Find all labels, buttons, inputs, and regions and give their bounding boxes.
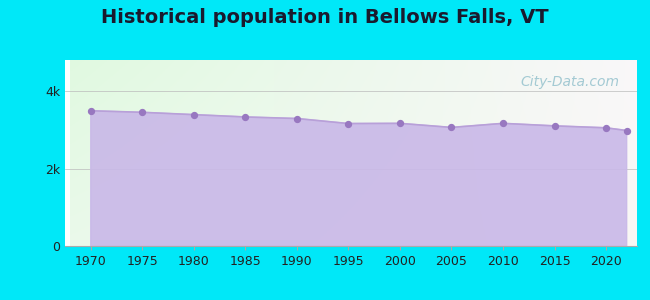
Point bbox=[240, 115, 250, 119]
Point bbox=[621, 128, 632, 133]
Point bbox=[447, 125, 457, 130]
Point bbox=[601, 125, 611, 130]
Point bbox=[395, 121, 405, 126]
Point bbox=[549, 124, 560, 128]
Point bbox=[137, 110, 148, 115]
Point bbox=[292, 116, 302, 121]
Polygon shape bbox=[91, 111, 627, 246]
Point bbox=[188, 112, 199, 117]
Point bbox=[498, 121, 508, 126]
Point bbox=[86, 108, 96, 113]
Text: City-Data.com: City-Data.com bbox=[521, 75, 620, 89]
Text: Historical population in Bellows Falls, VT: Historical population in Bellows Falls, … bbox=[101, 8, 549, 27]
Point bbox=[343, 121, 354, 126]
